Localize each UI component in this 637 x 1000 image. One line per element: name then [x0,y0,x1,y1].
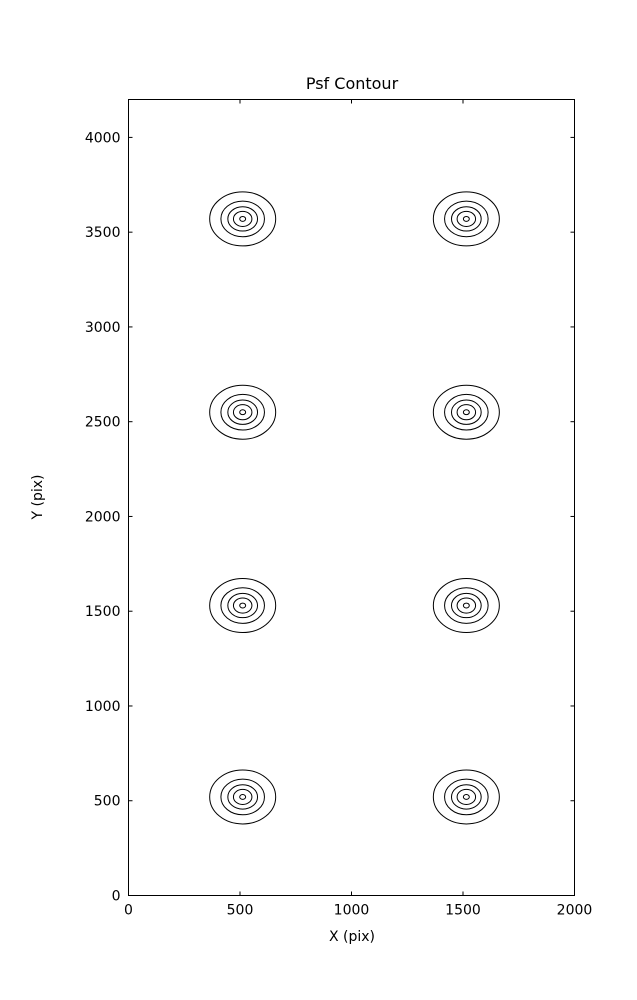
x-tick-label: 0 [124,903,133,919]
contour-ring [462,794,470,800]
contour-ring [462,215,470,222]
y-axis-ticks: 0 500 1000 1500 2000 2500 3000 3500 4000 [85,130,575,905]
contour-ring [232,597,253,614]
y-axis-label: Y (pix) [30,475,46,521]
x-axis-ticks: 0 500 1000 1500 2000 [124,99,593,919]
contour-group [209,191,500,825]
contour-ring [456,210,477,227]
contour-ring [220,200,265,238]
contour-ring [209,384,277,440]
y-tick-label: 4000 [85,130,121,146]
contour-ring [444,200,489,238]
contour-ring [444,393,489,431]
contour-ring [432,769,500,825]
contour-ring [239,409,247,416]
contour-ring [227,206,259,232]
psf-contour-blob [209,384,277,440]
y-tick-label: 1500 [85,604,121,620]
chart-title: Psf Contour [306,74,399,93]
contour-ring [450,592,482,619]
contour-ring [239,794,247,800]
contour-ring [462,602,470,609]
contour-ring [220,778,265,816]
psf-contour-blob [209,578,277,634]
x-tick-label: 2000 [557,903,593,919]
contour-ring [444,778,489,816]
psf-contour-blob [432,384,500,440]
contour-ring [232,788,253,806]
y-tick-label: 0 [112,889,121,905]
y-tick-label: 2000 [85,509,121,525]
contour-ring [450,784,482,810]
contour-ring [209,769,277,825]
contour-ring [450,399,482,425]
y-tick-label: 2500 [85,415,121,431]
contour-ring [444,587,489,624]
contour-ring [227,399,259,425]
contour-ring [209,578,277,634]
psf-contour-blob [209,769,277,825]
x-tick-label: 500 [227,903,254,919]
x-tick-label: 1000 [334,903,370,919]
contour-ring [432,191,500,247]
contour-ring [432,578,500,634]
psf-contour-blob [209,191,277,247]
contour-ring [220,393,265,431]
contour-ring [232,210,253,227]
y-tick-label: 3000 [85,320,121,336]
psf-contour-blob [432,769,500,825]
y-tick-label: 500 [94,794,121,810]
contour-ring [456,597,477,614]
x-tick-label: 1500 [445,903,481,919]
contour-ring [227,784,259,810]
contour-ring [239,602,247,609]
y-tick-label: 3500 [85,225,121,241]
contour-ring [456,404,477,421]
x-axis-label: X (pix) [329,929,375,945]
y-tick-label: 1000 [85,699,121,715]
contour-ring [220,587,265,624]
contour-ring [209,191,277,247]
contour-ring [227,592,259,619]
contour-ring [450,206,482,232]
contour-ring [232,404,253,421]
psf-contour-blob [432,578,500,634]
contour-ring [462,409,470,416]
contour-ring [239,215,247,222]
contour-ring [432,384,500,440]
psf-contour-blob [432,191,500,247]
contour-ring [456,788,477,806]
